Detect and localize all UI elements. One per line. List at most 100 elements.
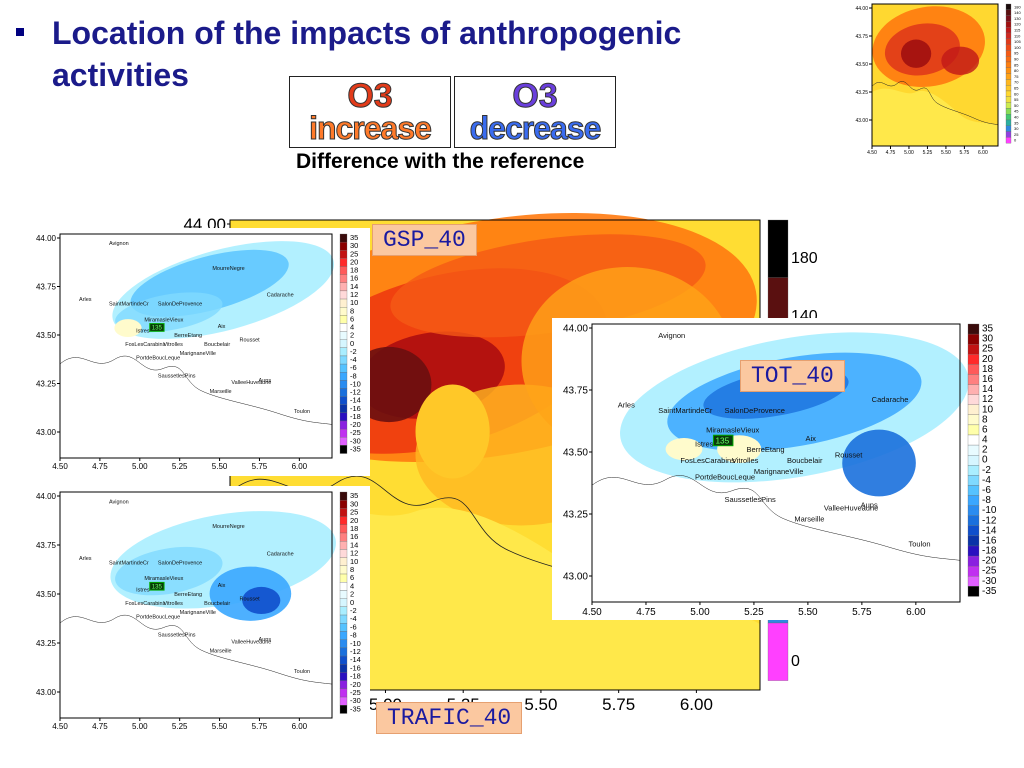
- colorbar-segment: [1005, 137, 1012, 144]
- gsp-difference-map: 44.00 43.75 43.50 43.25 43.00 4.50 4.75 5.00 5.2…: [20, 228, 370, 476]
- place-label-cadarache: Cadarache: [267, 293, 294, 299]
- place-label-salon: SalonDeProvence: [158, 560, 202, 566]
- colorbar-label: -2: [982, 465, 991, 476]
- colorbar-segment: [1005, 15, 1012, 22]
- lat-tick-label: 44.00: [36, 492, 57, 501]
- colorbar-segment: [967, 394, 980, 405]
- place-label-berre: BerreEtang: [174, 592, 202, 598]
- colorbar-segment: [339, 250, 348, 259]
- colorbar-segment: [967, 586, 980, 597]
- concentration-blob: [115, 292, 223, 333]
- colorbar-label: 16: [350, 532, 358, 541]
- colorbar-label: 80: [1014, 68, 1019, 73]
- lon-tick-label: 4.50: [52, 462, 68, 471]
- colorbar-segment: [339, 606, 348, 616]
- colorbar-label: 30: [350, 241, 358, 250]
- place-label-mourrenegre: MourreNegre: [212, 266, 244, 272]
- colorbar-label: -14: [350, 655, 361, 664]
- colorbar-segment: [339, 233, 348, 243]
- colorbar-segment: [767, 219, 789, 278]
- colorbar-label: 2: [350, 331, 354, 340]
- map-svg: 44.00 43.75 43.50 43.25 43.00 4.50 4.75 5.00 5.2…: [36, 491, 361, 731]
- lon-tick-label: 5.00: [904, 150, 914, 156]
- colorbar-label: -18: [982, 546, 997, 557]
- title-bullet: [16, 28, 24, 36]
- colorbar-label: 10: [350, 298, 358, 307]
- colorbar-segment: [339, 315, 348, 324]
- place-label-saintmartin: SaintMartindeCr: [109, 302, 149, 308]
- o3-decrease-logo: O3 decrease: [454, 76, 616, 148]
- colorbar-segment: [1005, 119, 1012, 126]
- colorbar-label: 8: [982, 414, 988, 425]
- lon-tick-label: 5.00: [132, 722, 148, 731]
- tot-label: TOT_40: [740, 360, 845, 392]
- lon-tick-label: 6.00: [292, 722, 308, 731]
- colorbar-segment: [967, 495, 980, 506]
- colorbar-segment: [339, 323, 348, 332]
- lon-tick-label: 5.75: [252, 462, 268, 471]
- colorbar-label: 6: [350, 314, 354, 323]
- colorbar-segment: [339, 614, 348, 624]
- colorbar-label: -6: [350, 363, 357, 372]
- colorbar-segment: [339, 573, 348, 583]
- place-label-arles: Arles: [79, 297, 92, 303]
- lon-tick-label: 5.25: [172, 462, 188, 471]
- plot-frame: [59, 233, 333, 459]
- colorbar-label: 20: [350, 257, 358, 266]
- colorbar-label: 4: [350, 323, 354, 332]
- colorbar-label: -18: [350, 412, 361, 421]
- value-box: [712, 434, 734, 447]
- lon-tick-label: 6.00: [292, 462, 308, 471]
- colorbar-label: 45: [1014, 109, 1019, 114]
- colorbar-segment: [1005, 67, 1012, 74]
- value-box-text: 135: [152, 584, 163, 590]
- colorbar-label: 120: [1014, 22, 1021, 27]
- place-label-valle: ValleeHuveaune: [231, 380, 271, 386]
- colorbar-label: 110: [1014, 33, 1021, 38]
- concentration-blob: [842, 429, 916, 497]
- lat-tick-label: 43.75: [36, 541, 57, 550]
- colorbar-segment: [967, 455, 980, 466]
- place-label-cadarache: Cadarache: [872, 395, 909, 404]
- colorbar-label: 30: [350, 499, 358, 508]
- concentration-blob: [900, 39, 932, 68]
- place-label-aups: Aups: [259, 637, 272, 643]
- place-label-sausset: SaussetlesPins: [158, 633, 196, 639]
- colorbar-label: 20: [982, 354, 994, 365]
- colorbar-label: 25: [982, 344, 994, 355]
- colorbar-segment: [1005, 44, 1012, 51]
- colorbar-segment: [339, 241, 348, 251]
- colorbar-label: 4: [982, 435, 988, 446]
- colorbar-segment: [339, 696, 348, 706]
- place-label-toulon: Toulon: [908, 539, 930, 548]
- place-label-toulon: Toulon: [294, 669, 310, 675]
- lat-tick-label: 43.75: [855, 34, 868, 40]
- colorbar-segment: [339, 372, 348, 381]
- colorbar-label: 6: [350, 573, 354, 582]
- colorbar-segment: [339, 549, 348, 558]
- place-label-marseille: Marseille: [210, 648, 232, 654]
- lat-tick-label: 44.00: [855, 6, 868, 12]
- increase-word-text: increase: [309, 110, 433, 146]
- colorbar-label: -12: [982, 515, 997, 526]
- concentration-blob: [941, 46, 980, 75]
- colorbar-label: 0: [982, 455, 988, 466]
- colorbar-label: 95: [1014, 51, 1019, 56]
- place-label-bouc: Boucbelair: [787, 456, 823, 465]
- colorbar-label: 0: [791, 653, 800, 670]
- colorbar-segment: [967, 364, 980, 375]
- colorbar-segment: [339, 672, 348, 681]
- colorbar-segment: [1005, 38, 1012, 45]
- place-label-vitrolles: Vitrolles: [163, 342, 183, 348]
- colorbar-label: 25: [1014, 132, 1019, 137]
- colorbar-label: -35: [982, 586, 997, 597]
- colorbar-segment: [967, 444, 980, 456]
- colorbar-label: 100: [1014, 45, 1021, 50]
- colorbar-label: 18: [350, 524, 358, 533]
- colorbar-segment: [967, 555, 980, 567]
- colorbar-label: 12: [982, 394, 994, 405]
- colorbar-label: -10: [350, 639, 361, 648]
- colorbar-segment: [967, 475, 980, 486]
- place-label-avignon: Avignon: [109, 241, 129, 247]
- trafic-label: TRAFIC_40: [376, 702, 523, 734]
